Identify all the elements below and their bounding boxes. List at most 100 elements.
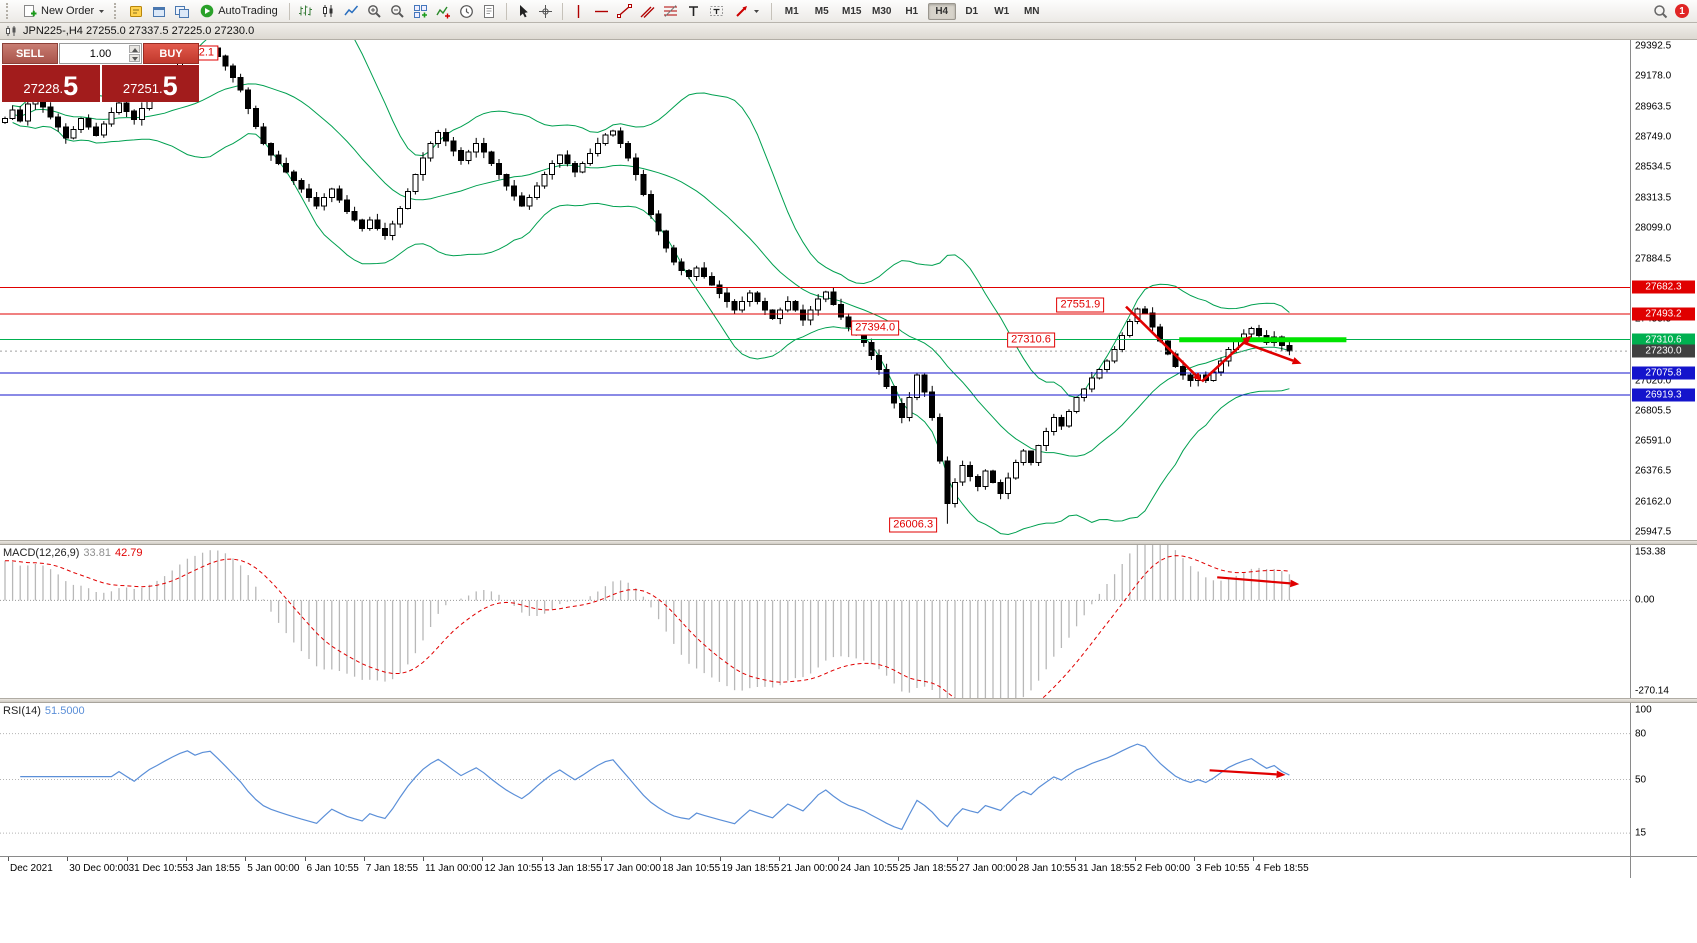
rsi-chart [0, 733, 1630, 834]
autotrading-label: AutoTrading [218, 5, 278, 17]
trend-arrow[interactable] [1217, 576, 1300, 588]
main-chart-panel[interactable]: 2.1 27551.9 27394.0 27310.6 26006.3 29392.5 2… [0, 40, 1697, 540]
volume-value: 1.00 [89, 47, 112, 60]
time-axis-label: 6 Jan 10:55 [306, 863, 359, 874]
arrows-tool-button[interactable] [729, 1, 766, 22]
rsi-axis-label: 80 [1635, 728, 1647, 740]
templates-icon[interactable] [479, 1, 501, 22]
label-tool-icon[interactable] [706, 1, 728, 22]
volume-down-button[interactable] [129, 54, 140, 62]
trend-arrow[interactable] [1125, 305, 1202, 382]
timeframe-m5[interactable]: M5 [814, 5, 829, 17]
timeframe-m1[interactable]: M1 [784, 5, 799, 17]
timeframe-m15[interactable]: M15 [841, 5, 862, 17]
sell-price[interactable]: 27228. 5 [2, 65, 100, 102]
toolbar-separator [505, 2, 507, 20]
channel-tool-icon[interactable] [637, 1, 659, 22]
timeframe-h1[interactable]: H1 [905, 5, 919, 17]
price-chart [0, 40, 1630, 536]
zoom-out-icon[interactable] [387, 1, 409, 22]
search-icon[interactable] [1649, 1, 1671, 22]
price-axis[interactable]: 29392.5 29178.0 28963.5 28749.0 28534.5 28313… [1630, 40, 1697, 540]
candlestick-mode-icon[interactable] [318, 1, 340, 22]
timeframe-mn[interactable]: MN [1023, 5, 1040, 17]
one-click-trading-panel: SELL 1.00 BUY 27228. 5 27251. 5 [2, 43, 199, 102]
cursor-icon[interactable] [512, 1, 534, 22]
rsi-label: RSI(14) 51.5000 [3, 705, 85, 717]
toolbar-separator [770, 2, 772, 20]
volume-up-button[interactable] [129, 45, 140, 53]
macd-label: MACD(12,26,9) 33.81 42.79 [3, 547, 143, 559]
panel-separator[interactable] [0, 698, 1697, 703]
timeframe-h4[interactable]: H4 [927, 2, 956, 20]
toolbar-grip[interactable] [6, 3, 13, 19]
vertical-line-tool-icon[interactable] [568, 1, 590, 22]
new-order-button[interactable]: New Order [17, 1, 111, 22]
volume-spinner [129, 45, 140, 62]
time-axis-label: 5 Jan 00:00 [247, 863, 300, 874]
price-axis-label: 27020.0 [1635, 375, 1672, 387]
time-axis-label: 7 Jan 18:55 [365, 863, 419, 874]
buy-price[interactable]: 27251. 5 [101, 65, 199, 102]
timeframe-w1[interactable]: W1 [994, 5, 1010, 17]
trend-arrow[interactable] [1243, 341, 1302, 365]
sell-price-big-digit: 5 [63, 71, 79, 101]
sell-button[interactable]: SELL [2, 43, 58, 64]
time-axis-label: 31 Jan 18:55 [1077, 863, 1136, 874]
new-chart-icon[interactable] [148, 1, 170, 22]
metaeditor-icon[interactable] [125, 1, 147, 22]
macd-panel[interactable]: MACD(12,26,9) 33.81 42.79 153.38 0.00 -270.1… [0, 545, 1697, 698]
timeframe-m30[interactable]: M30 [871, 5, 892, 17]
time-axis-label: 19 Jan 18:55 [721, 863, 780, 874]
time-axis[interactable]: Dec 2021 30 Dec 00:00 31 Dec 10:55 3 Jan 18… [0, 856, 1697, 878]
price-axis-label: 28313.5 [1635, 192, 1672, 204]
new-order-icon [24, 5, 37, 17]
price-axis-label: 28099.0 [1635, 222, 1672, 234]
profiles-icon[interactable] [171, 1, 193, 22]
price-axis-label: 27884.5 [1635, 253, 1672, 265]
time-axis-tick [1134, 857, 1136, 861]
time-axis-tick [719, 857, 721, 861]
price-axis-label: 26591.0 [1635, 435, 1672, 447]
tile-windows-icon[interactable] [410, 1, 432, 22]
indicators-icon[interactable] [433, 1, 455, 22]
time-axis-label: 12 Jan 10:55 [484, 863, 543, 874]
rsi-panel[interactable]: RSI(14) 51.5000 100 80 50 15 [0, 703, 1697, 856]
buy-button[interactable]: BUY [143, 43, 199, 64]
time-axis-label: 27 Jan 00:00 [958, 863, 1017, 874]
price-tag: 26919.3 [1632, 388, 1695, 402]
zoom-in-icon[interactable] [364, 1, 386, 22]
crosshair-icon[interactable] [535, 1, 557, 22]
timeframe-d1[interactable]: D1 [965, 5, 979, 17]
trend-arrow[interactable] [1201, 335, 1252, 383]
chevron-down-icon [99, 9, 105, 13]
notification-badge[interactable]: 1 [1675, 4, 1689, 18]
time-axis-tick [897, 857, 899, 861]
chart-titlebar: JPN225-,H4 27255.0 27337.5 27225.0 27230… [0, 23, 1697, 40]
price-axis-label: 28534.5 [1635, 161, 1672, 173]
new-order-label: New Order [41, 5, 95, 17]
fibonacci-tool-icon[interactable] [660, 1, 682, 22]
period-clock-icon[interactable] [456, 1, 478, 22]
line-chart-mode-icon[interactable] [341, 1, 363, 22]
price-tag: 27075.8 [1632, 366, 1695, 380]
horizontal-line-tool-icon[interactable] [591, 1, 613, 22]
trendline-tool-icon[interactable] [614, 1, 636, 22]
trend-arrow[interactable] [1209, 769, 1286, 779]
autotrading-button[interactable]: AutoTrading [194, 1, 284, 22]
bar-chart-mode-icon[interactable] [295, 1, 317, 22]
sell-price-prefix: 27228. [23, 81, 64, 96]
panel-separator[interactable] [0, 540, 1697, 545]
time-axis-tick [778, 857, 780, 861]
arrow-tool-icon [736, 5, 747, 17]
price-axis-label: 25947.5 [1635, 526, 1672, 538]
price-axis-label: 29392.5 [1635, 40, 1672, 52]
text-tool-icon[interactable] [683, 1, 705, 22]
toolbar-grip[interactable] [114, 3, 121, 19]
volume-input[interactable]: 1.00 [59, 43, 142, 64]
time-axis-tick [304, 857, 306, 861]
time-axis-tick [245, 857, 247, 861]
time-axis-label: 2 Feb 00:00 [1136, 863, 1191, 874]
price-axis-label: 29178.0 [1635, 70, 1672, 82]
rsi-axis-label: 50 [1635, 774, 1647, 785]
